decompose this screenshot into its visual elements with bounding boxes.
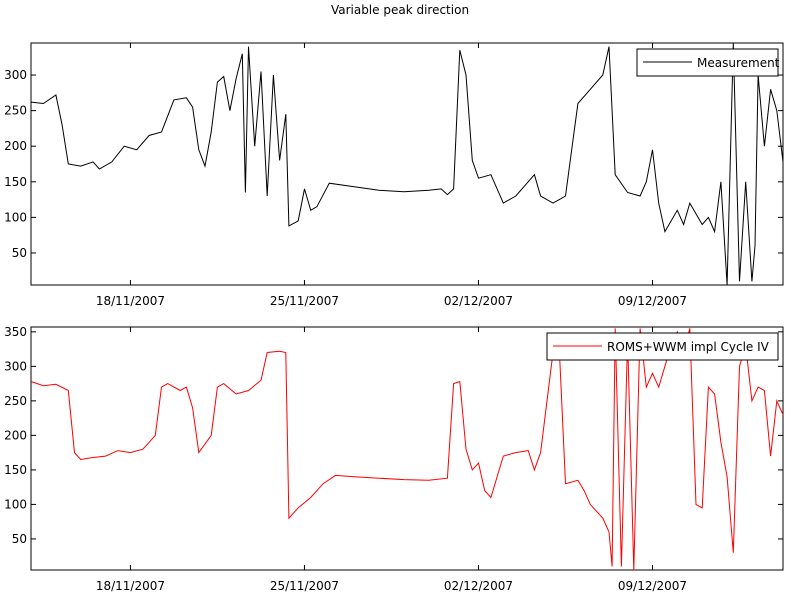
y-tick-label: 350 [4,325,27,339]
legend-box [636,48,779,77]
y-tick-label: 100 [4,210,27,224]
x-tick-label: 18/11/2007 [96,579,165,593]
axes-box-0 [30,42,784,286]
legend-label: ROMS+WWM impl Cycle IV [607,340,770,354]
x-tick-label: 18/11/2007 [96,294,165,308]
y-tick-label: 100 [4,497,27,511]
x-tick-label: 02/12/2007 [444,579,513,593]
x-tick-label: 25/11/2007 [270,579,339,593]
axes-box-1 [30,326,784,571]
y-tick-label: 50 [12,246,27,260]
figure-title: Variable peak direction [330,3,470,17]
legend-label: Measurement [697,56,780,70]
x-tick-label: 02/12/2007 [444,294,513,308]
y-tick-label: 250 [4,104,27,118]
y-tick-label: 250 [4,394,27,408]
y-tick-label: 50 [12,532,27,546]
y-tick-label: 200 [4,139,27,153]
y-tick-label: 300 [4,359,27,373]
y-tick-label: 150 [4,463,27,477]
y-tick-label: 200 [4,428,27,442]
y-tick-label: 300 [4,68,27,82]
series-line-measurement [30,42,784,286]
y-tick-label: 150 [4,175,27,189]
x-tick-label: 09/12/2007 [618,294,687,308]
series-line-model [30,328,784,571]
x-tick-label: 25/11/2007 [270,294,339,308]
x-tick-label: 09/12/2007 [618,579,687,593]
